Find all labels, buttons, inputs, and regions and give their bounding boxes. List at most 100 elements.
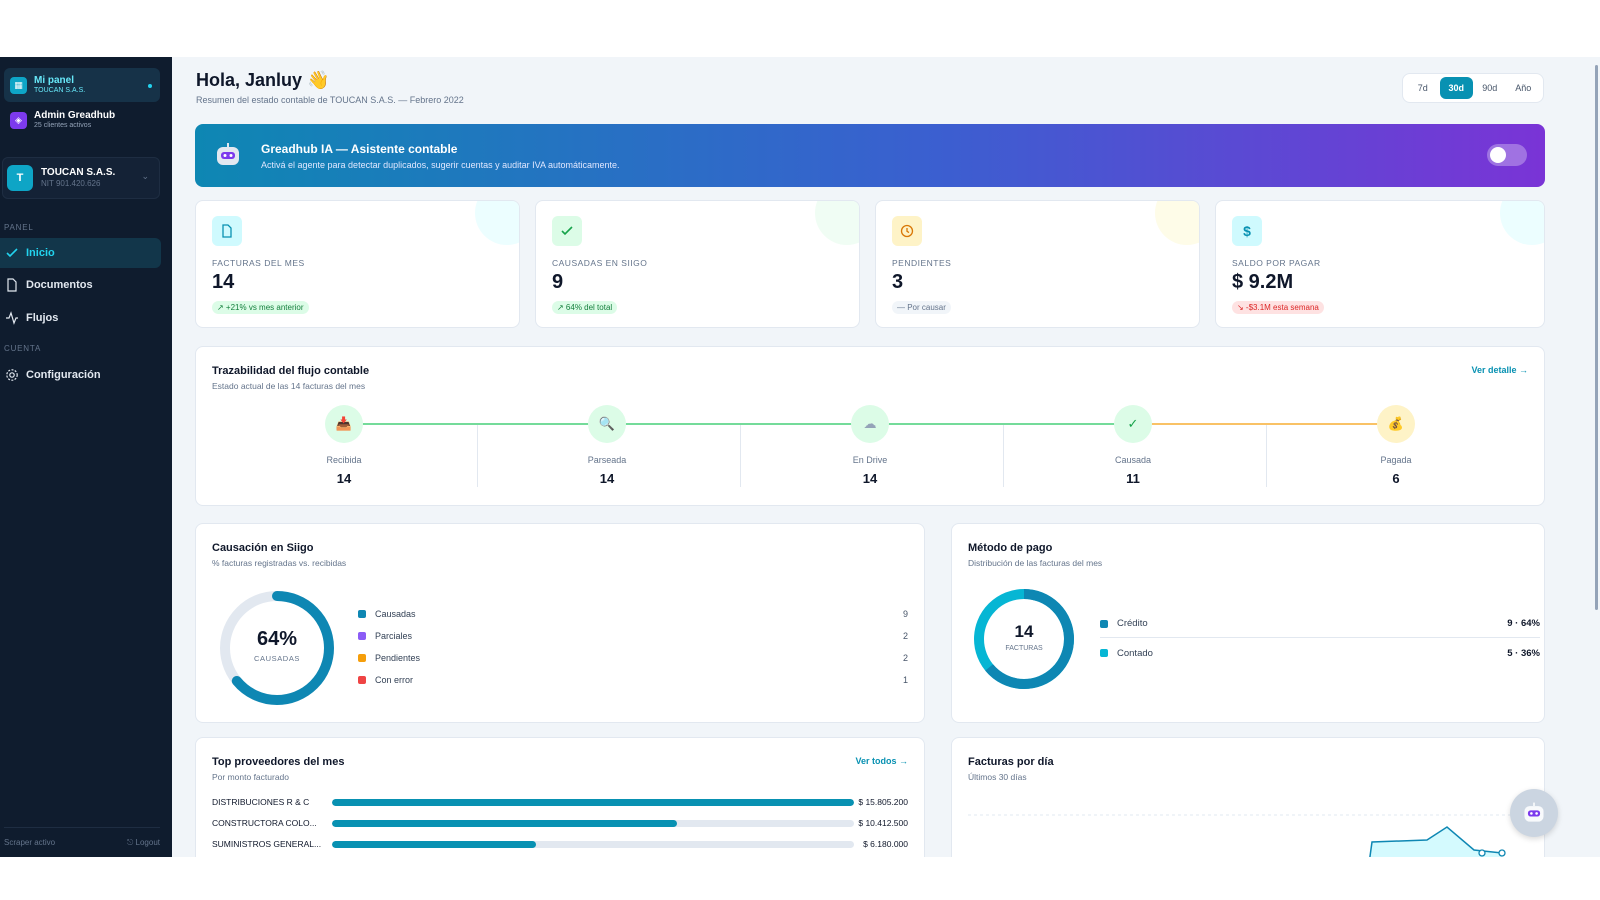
kpi-badge: ↘ -$3.1M esta semana [1232,301,1324,314]
kpi-badge: ↗ 64% del total [552,301,618,314]
logout-link[interactable]: ⎋ Logout [126,837,160,847]
check-icon [6,248,18,258]
card-subtitle: Estado actual de las 14 facturas del mes [212,381,366,391]
assistant-fab[interactable] [1510,789,1558,837]
range-7d-button[interactable]: 7d [1417,83,1428,93]
legend-label: Con error [375,675,414,685]
legend-swatch [1100,649,1108,657]
decorative-bubble [1500,201,1544,245]
stage-parseada: 🔍 Parseada 14 [473,405,741,486]
payment-donut-chart [974,589,1074,689]
page-scrollbar[interactable] [1595,65,1598,610]
workspace-title: Mi panel [34,75,75,86]
legend-swatch [358,654,366,662]
kpi-value: $ 9.2M [1232,271,1294,293]
card-subtitle: Por monto facturado [212,772,290,782]
nav-item-configuracion[interactable]: Configuración [0,360,161,390]
nav-item-inicio[interactable]: Inicio [0,238,161,268]
money-bag-icon: 💰 [1377,405,1415,443]
nav-item-flujos[interactable]: Flujos [0,303,161,333]
stage-value: 14 [599,471,615,486]
workspace-title: Admin Greadhub [34,110,116,121]
provider-name: CONSTRUCTORA COLO... [212,818,317,828]
company-selector[interactable]: T TOUCAN S.A.S. NIT 901.420.626 ⌄ [2,157,160,199]
kpi-badge: — Por causar [892,301,951,314]
stage-value: 11 [1126,471,1140,486]
legend-item-causadas: Causadas 9 [358,607,908,621]
legend-item-parciales: Parciales 2 [358,629,908,643]
view-detail-link[interactable]: Ver detalle → [1471,365,1528,375]
kpi-label: PENDIENTES [892,258,952,268]
gear-icon [6,369,18,381]
legend-value: 9 · 64% [1507,618,1540,629]
daily-area-chart [968,814,1530,857]
scraper-status: Scraper activo [4,838,56,847]
stage-label: Recibida [326,455,362,465]
decorative-bubble [475,201,519,245]
shield-icon: ◈ [10,111,27,129]
provider-name: SUMINISTROS GENERAL... [212,839,322,849]
document-icon [7,278,17,292]
provider-bar-track [332,840,854,848]
activity-icon [6,311,18,325]
provider-row: SUMINISTROS GENERAL... $ 6.180.000 [212,837,908,851]
legend-swatch [358,676,366,684]
nav-label: Documentos [26,279,93,291]
card-subtitle: Últimos 30 días [968,772,1027,782]
card-title: Trazabilidad del flujo contable [212,365,370,377]
kpi-card-facturas: FACTURAS DEL MES 14 ↗ +21% vs mes anteri… [195,200,520,328]
legend-swatch [358,610,366,618]
stage-en-drive: ☁ En Drive 14 [736,405,1004,486]
donut-percent: 64% [256,628,298,650]
provider-bar-track [332,798,854,806]
legend-label: Causadas [375,609,416,619]
stage-label: Parseada [587,455,627,465]
ai-toggle[interactable] [1487,144,1527,166]
stage-divider [740,425,741,487]
main-content: Hola, Janluy 👋 Resumen del estado contab… [172,57,1600,857]
stage-value: 14 [862,471,878,486]
nav-item-documentos[interactable]: Documentos [0,270,161,300]
stage-divider [1266,425,1267,487]
view-all-link[interactable]: Ver todos → [855,756,908,766]
invoices-per-day-card: Facturas por día Últimos 30 días [951,737,1545,857]
kpi-label: SALDO POR PAGAR [1232,258,1321,268]
siigo-card: Causación en Siigo % facturas registrada… [195,523,925,723]
kpi-badge: ↗ +21% vs mes anterior [212,301,309,314]
legend-value: 5 · 36% [1507,647,1540,659]
legend-label: Contado [1117,647,1153,659]
range-year-button[interactable]: Año [1515,83,1532,93]
kpi-card-saldo: $ SALDO POR PAGAR $ 9.2M ↘ -$3.1M esta s… [1215,200,1545,328]
payment-row-credito: Crédito 9 · 64% [1100,610,1540,638]
stage-causada: ✓ Causada 11 [999,405,1267,486]
workspace-subtitle: 25 clientes activos [34,122,92,129]
range-30d-button[interactable]: 30d [1439,77,1473,99]
donut-total: 14 [1014,622,1034,641]
stage-divider [1003,425,1004,487]
workspace-admin[interactable]: ◈ Admin Greadhub 25 clientes activos [4,103,160,137]
workspace-mi-panel[interactable]: ▦ Mi panel TOUCAN S.A.S. [4,68,160,102]
legend-value: 2 [902,631,908,641]
legend-swatch [1100,619,1108,628]
kpi-value: 3 [892,271,904,293]
legend-label: Crédito [1117,618,1148,629]
siigo-donut-chart [220,591,334,705]
app-window: ▦ Mi panel TOUCAN S.A.S. ◈ Admin Greadhu… [0,57,1600,857]
provider-bar-track [332,819,854,827]
range-90d-button[interactable]: 90d [1482,83,1498,93]
sidebar-footer: Scraper activo ⎋ Logout [4,827,160,857]
provider-amount: $ 6.180.000 [863,839,908,849]
donut-center-label: CAUSADAS [253,654,301,663]
company-name: TOUCAN S.A.S. [41,167,116,178]
sidebar: ▦ Mi panel TOUCAN S.A.S. ◈ Admin Greadhu… [0,57,172,857]
section-label-panel: PANEL [4,223,34,232]
stage-recibida: 📥 Recibida 14 [210,405,478,486]
legend-value: 1 [902,675,908,685]
kpi-card-pendientes: PENDIENTES 3 — Por causar [875,200,1200,328]
chevron-down-icon: ⌄ [141,171,149,181]
legend-label: Parciales [375,631,413,641]
card-title: Top proveedores del mes [212,756,345,768]
provider-row: CONSTRUCTORA COLO... $ 10.412.500 [212,816,908,830]
legend-swatch [358,632,366,640]
payment-method-card: Método de pago Distribución de las factu… [951,523,1545,723]
